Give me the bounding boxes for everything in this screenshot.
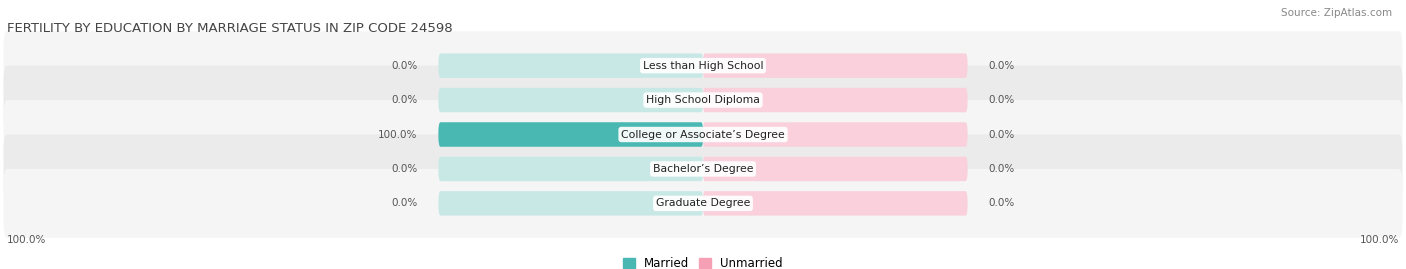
Text: High School Diploma: High School Diploma bbox=[647, 95, 759, 105]
FancyBboxPatch shape bbox=[4, 100, 1402, 169]
FancyBboxPatch shape bbox=[439, 157, 703, 181]
Text: 0.0%: 0.0% bbox=[391, 198, 418, 208]
Text: 0.0%: 0.0% bbox=[391, 164, 418, 174]
FancyBboxPatch shape bbox=[4, 31, 1402, 100]
Text: 0.0%: 0.0% bbox=[391, 61, 418, 71]
Text: 100.0%: 100.0% bbox=[378, 129, 418, 140]
Text: 0.0%: 0.0% bbox=[988, 198, 1015, 208]
Text: Bachelor’s Degree: Bachelor’s Degree bbox=[652, 164, 754, 174]
Text: 0.0%: 0.0% bbox=[988, 164, 1015, 174]
FancyBboxPatch shape bbox=[439, 122, 703, 147]
Legend: Married, Unmarried: Married, Unmarried bbox=[623, 257, 783, 269]
Text: Source: ZipAtlas.com: Source: ZipAtlas.com bbox=[1281, 8, 1392, 18]
FancyBboxPatch shape bbox=[439, 54, 703, 78]
Text: 0.0%: 0.0% bbox=[988, 95, 1015, 105]
Text: 0.0%: 0.0% bbox=[988, 61, 1015, 71]
FancyBboxPatch shape bbox=[439, 122, 703, 147]
FancyBboxPatch shape bbox=[4, 66, 1402, 134]
Text: 100.0%: 100.0% bbox=[1360, 235, 1399, 245]
Text: College or Associate’s Degree: College or Associate’s Degree bbox=[621, 129, 785, 140]
FancyBboxPatch shape bbox=[703, 54, 967, 78]
Text: 100.0%: 100.0% bbox=[7, 235, 46, 245]
Text: 0.0%: 0.0% bbox=[391, 95, 418, 105]
FancyBboxPatch shape bbox=[703, 191, 967, 215]
FancyBboxPatch shape bbox=[703, 157, 967, 181]
FancyBboxPatch shape bbox=[439, 88, 703, 112]
Text: Graduate Degree: Graduate Degree bbox=[655, 198, 751, 208]
Text: 0.0%: 0.0% bbox=[988, 129, 1015, 140]
Text: FERTILITY BY EDUCATION BY MARRIAGE STATUS IN ZIP CODE 24598: FERTILITY BY EDUCATION BY MARRIAGE STATU… bbox=[7, 22, 453, 35]
FancyBboxPatch shape bbox=[4, 169, 1402, 238]
FancyBboxPatch shape bbox=[4, 134, 1402, 203]
FancyBboxPatch shape bbox=[703, 122, 967, 147]
FancyBboxPatch shape bbox=[703, 88, 967, 112]
FancyBboxPatch shape bbox=[439, 191, 703, 215]
Text: Less than High School: Less than High School bbox=[643, 61, 763, 71]
